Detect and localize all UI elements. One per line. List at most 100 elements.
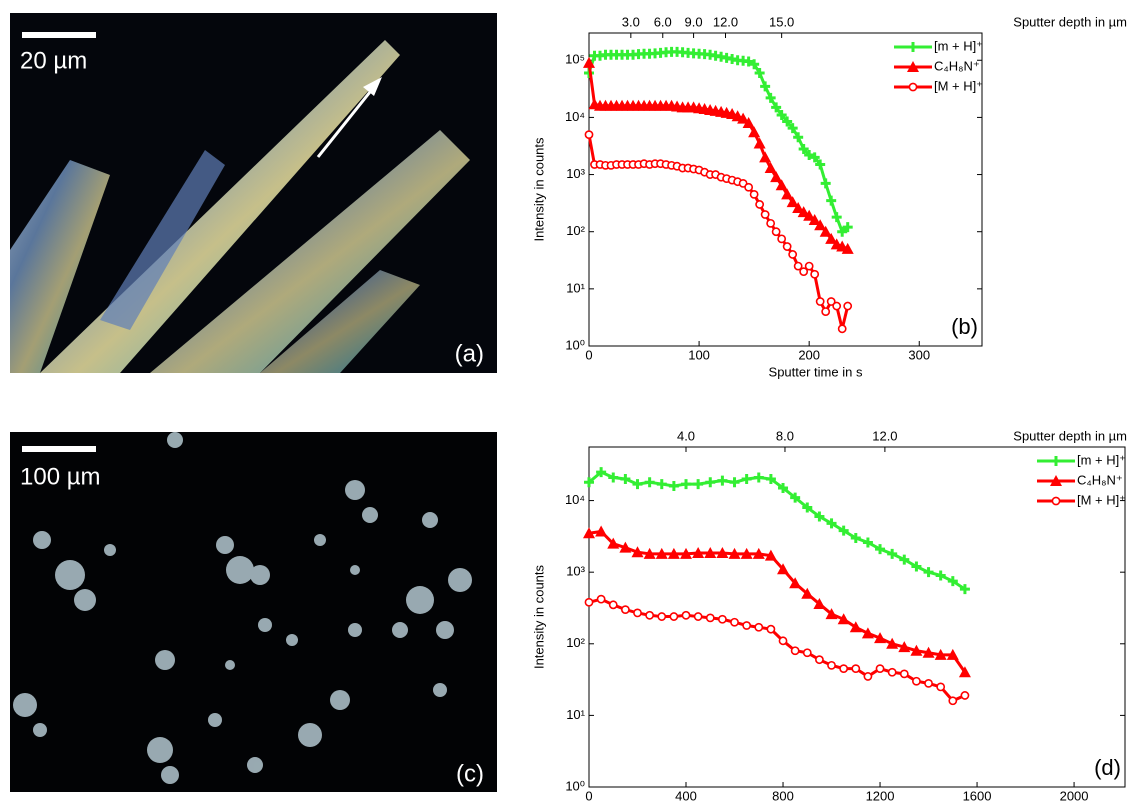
marker (924, 678, 933, 688)
y-axis-label: Intensity in counts (531, 564, 546, 669)
x-tick-label: 800 (772, 788, 794, 803)
marker (656, 479, 667, 490)
marker (787, 123, 798, 134)
marker (875, 544, 886, 555)
marker (862, 537, 873, 548)
legend-label: C₄H₈N⁺ (934, 58, 980, 73)
marker (632, 479, 643, 490)
marker (584, 130, 594, 140)
marker (596, 594, 606, 604)
legend-marker (908, 82, 918, 92)
marker (799, 267, 809, 277)
marker (875, 664, 885, 674)
marker (819, 225, 832, 237)
marker (809, 152, 820, 163)
marker (765, 92, 776, 103)
marker (680, 547, 693, 559)
marker (948, 696, 958, 706)
marker (899, 554, 910, 565)
marker (584, 597, 594, 607)
x2-tick-label: 12.0 (713, 14, 738, 29)
marker (804, 261, 814, 271)
y-tick-label: 10² (566, 223, 585, 238)
scale-label: 20 µm (20, 47, 87, 74)
marker (759, 151, 772, 163)
x-tick-label: 0 (585, 788, 592, 803)
marker (842, 222, 853, 233)
marker (645, 610, 655, 620)
marker (753, 137, 766, 149)
marker (788, 250, 798, 259)
marker (781, 188, 794, 200)
marker (778, 482, 789, 493)
marker (813, 597, 826, 609)
marker (742, 621, 752, 630)
y-tick-label: 10⁰ (565, 337, 585, 352)
marker (776, 110, 787, 121)
marker (802, 648, 812, 658)
marker (717, 475, 728, 486)
marker (752, 547, 765, 559)
micrograph-c: 100 µm (c) (10, 432, 497, 792)
marker (771, 227, 781, 237)
marker (737, 112, 750, 124)
marker (608, 600, 618, 610)
marker (760, 81, 771, 92)
marker (669, 612, 679, 621)
marker (849, 621, 862, 633)
legend-marker (1051, 496, 1061, 506)
x2-tick-label: 3.0 (622, 14, 640, 29)
legend-marker (1050, 475, 1062, 486)
marker (740, 547, 753, 559)
scale-label: 100 µm (20, 463, 101, 490)
marker (705, 613, 715, 623)
marker (705, 477, 716, 488)
marker (841, 242, 854, 254)
marker (946, 648, 959, 660)
marker (633, 608, 642, 618)
x2-tick-label: 8.0 (776, 428, 794, 443)
marker (777, 234, 787, 244)
marker (936, 682, 946, 692)
legend-label: [M + H]⁺ (934, 78, 983, 93)
marker (754, 67, 765, 78)
x-tick-label: 200 (798, 347, 820, 362)
marker (608, 472, 619, 483)
y-tick-label: 10⁴ (565, 492, 585, 507)
marker (826, 297, 836, 306)
marker (898, 641, 911, 653)
marker (814, 219, 827, 231)
marker (777, 563, 790, 575)
marker (798, 144, 809, 155)
micrograph-a: 20 µm (a) (10, 13, 497, 373)
marker (766, 624, 776, 634)
marker (748, 126, 761, 138)
marker (790, 492, 801, 503)
marker (793, 261, 803, 271)
plot-frame (588, 446, 1126, 788)
legend-marker (1051, 456, 1061, 466)
x-axis-label: Sputter time in s (769, 364, 863, 379)
marker (959, 584, 970, 595)
marker (815, 297, 825, 306)
series-line (587, 50, 849, 235)
marker (825, 232, 838, 244)
marker (728, 547, 741, 559)
marker (693, 612, 703, 621)
marker (825, 608, 838, 620)
marker (753, 472, 764, 483)
marker (765, 474, 776, 485)
x-tick-label: 0 (585, 347, 592, 362)
marker (770, 171, 783, 183)
marker (804, 149, 815, 160)
marker (851, 664, 861, 674)
legend-label: [M + H]⁺ (1077, 492, 1126, 507)
x-tick-label: 2000 (1060, 788, 1089, 803)
marker (643, 547, 656, 559)
x2-axis-label: Sputter depth in µm (1013, 14, 1127, 29)
marker (667, 547, 680, 559)
y-tick-label: 10¹ (566, 707, 585, 722)
marker (887, 548, 898, 559)
